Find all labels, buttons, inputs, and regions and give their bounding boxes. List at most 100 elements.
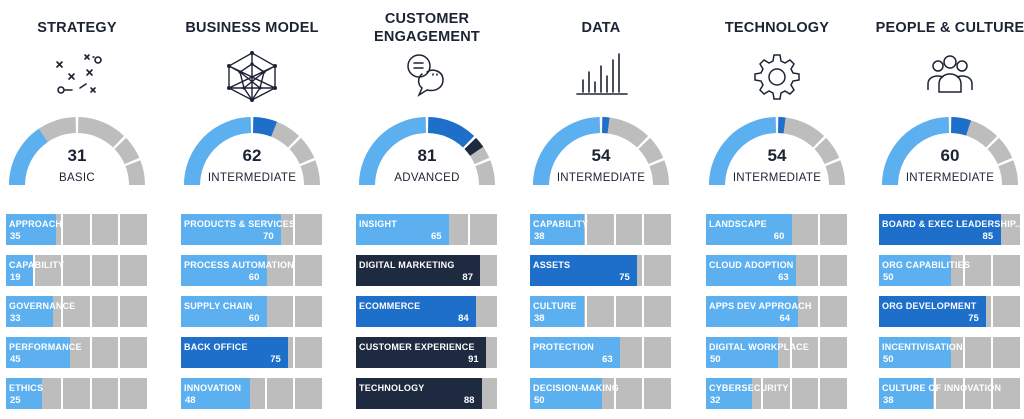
metric-label: BOARD & EXEC LEADERSHIP...	[882, 219, 1024, 229]
bar-fill	[706, 378, 752, 409]
metric-label: DIGITAL MARKETING	[359, 260, 455, 270]
category-column: CUSTOMER ENGAGEMENT 81 ADVANCED INSIGHT 65 DI…	[352, 0, 502, 413]
bar-fill	[879, 337, 951, 368]
metric-bars: INSIGHT 65 DIGITAL MARKETING 87 ECOMMERCE 84 C…	[356, 214, 499, 419]
metric-bar: CAPABILITY 19	[6, 255, 149, 286]
gauge-track-segment	[78, 117, 125, 148]
metric-value: 75	[968, 313, 979, 324]
bar-track-segment	[63, 378, 90, 409]
metric-value: 70	[263, 231, 274, 242]
bar-track-segment	[644, 255, 671, 286]
bar-fill	[879, 255, 951, 286]
gear-icon	[747, 50, 807, 102]
maturity-level: INTERMEDIATE	[905, 172, 995, 184]
bar-track-segment	[964, 378, 992, 409]
metric-bar: BOARD & EXEC LEADERSHIP... 85	[879, 214, 1024, 245]
bar-track-segment	[91, 255, 119, 286]
bar-fill	[530, 337, 621, 368]
metric-value: 63	[602, 354, 613, 365]
bar-track-segment	[266, 255, 294, 286]
bar-fill	[356, 378, 482, 409]
metric-label: INSIGHT	[359, 219, 397, 229]
metric-label: CULTURE OF INNOVATION	[882, 383, 1002, 393]
metric-value: 75	[619, 272, 630, 283]
metric-label: CAPABILITY	[533, 219, 589, 229]
metric-bars: BOARD & EXEC LEADERSHIP... 85 ORG CAPABILI…	[879, 214, 1024, 419]
metric-bar: PROCESS AUTOMATION 60	[181, 255, 324, 286]
gauge-track-segment	[475, 160, 495, 185]
bar-track-segment	[295, 378, 322, 409]
metric-value: 60	[773, 231, 785, 242]
maturity-level: ADVANCED	[394, 172, 460, 184]
metric-bar: ASSETS 75	[530, 255, 673, 286]
metric-label: APPS DEV APPROACH	[709, 301, 812, 311]
bar-fill	[181, 255, 267, 286]
bar-track-segment	[63, 296, 90, 327]
metric-bar: ORG CAPABILITIES 50	[879, 255, 1022, 286]
bar-chart-icon	[571, 50, 631, 102]
metric-value: 87	[462, 272, 473, 283]
bar-fill	[181, 378, 250, 409]
metric-bar: CLOUD ADOPTION 63	[706, 255, 849, 286]
bar-track-segment	[470, 214, 497, 245]
gauge-fill-segment	[882, 117, 949, 185]
bar-fill	[6, 255, 34, 286]
metric-value: 48	[185, 395, 196, 406]
gauge-track-segment	[649, 160, 669, 185]
bar-track-segment	[791, 214, 819, 245]
maturity-score: 54	[767, 146, 787, 165]
bar-fill	[181, 214, 282, 245]
metric-bar: INCENTIVISATION 50	[879, 337, 1022, 368]
category-title: CUSTOMER ENGAGEMENT	[374, 11, 480, 45]
gauge-track-segment	[638, 137, 664, 165]
bar-track-segment	[993, 296, 1020, 327]
bar-track-segment	[91, 214, 119, 245]
gauge-fill-segment	[184, 117, 251, 185]
metric-bar: GOVERNANCE 33	[6, 296, 149, 327]
bar-track-segment	[91, 296, 119, 327]
bar-fill	[6, 378, 42, 409]
bar-track-segment	[91, 337, 119, 368]
metric-bar: BACK OFFICE 75	[181, 337, 324, 368]
metric-bar: INNOVATION 48	[181, 378, 324, 409]
bar-track-segment	[791, 337, 819, 368]
metric-value: 85	[982, 231, 994, 242]
bar-track-segment	[644, 337, 671, 368]
metric-value: 35	[10, 231, 21, 242]
metric-value: 38	[534, 231, 545, 242]
bar-fill	[356, 337, 487, 368]
metric-value: 65	[430, 231, 442, 242]
bar-fill	[356, 214, 449, 245]
bar-track-segment	[820, 214, 847, 245]
maturity-score: 54	[591, 146, 611, 165]
metric-label: CAPABILITY	[9, 260, 65, 270]
metric-bar: PROTECTION 63	[530, 337, 673, 368]
bar-track-segment	[120, 337, 147, 368]
metric-label: GOVERNANCE	[9, 301, 76, 311]
bar-track-segment	[120, 255, 147, 286]
network-sphere-icon	[222, 50, 282, 102]
category-column: PEOPLE & CULTURE 60 INTERMEDIATE BOARD & EX…	[875, 0, 1024, 413]
metric-bar: PRODUCTS & SERVICES 70	[181, 214, 324, 245]
bar-fill	[530, 255, 638, 286]
bar-track-segment	[63, 255, 90, 286]
bar-track-segment	[295, 296, 322, 327]
gauge-track-segment	[814, 137, 840, 165]
maturity-level: INTERMEDIATE	[556, 172, 646, 184]
metric-bar: DIGITAL MARKETING 87	[356, 255, 499, 286]
bar-fill	[706, 337, 778, 368]
gauge-track-segment	[289, 137, 315, 165]
metric-label: LANDSCAPE	[709, 219, 767, 229]
category-column: STRATEGY 31 BASIC APPROACH 35 CAPABILITY 19 GOV…	[2, 0, 152, 413]
metric-label: PROTECTION	[533, 342, 595, 352]
bar-fill	[530, 296, 585, 327]
bar-track-segment	[63, 214, 90, 245]
bar-track-segment	[644, 378, 671, 409]
metric-bar: CULTURE 38	[530, 296, 673, 327]
metric-label: ASSETS	[533, 260, 571, 270]
category-column: DATA 54 INTERMEDIATE CAPABILITY 38 ASSETS 75 CU…	[526, 0, 676, 413]
metric-bar: ETHICS 25	[6, 378, 149, 409]
metric-value: 25	[10, 395, 21, 406]
bar-track-segment	[993, 378, 1020, 409]
bar-track-segment	[993, 255, 1020, 286]
